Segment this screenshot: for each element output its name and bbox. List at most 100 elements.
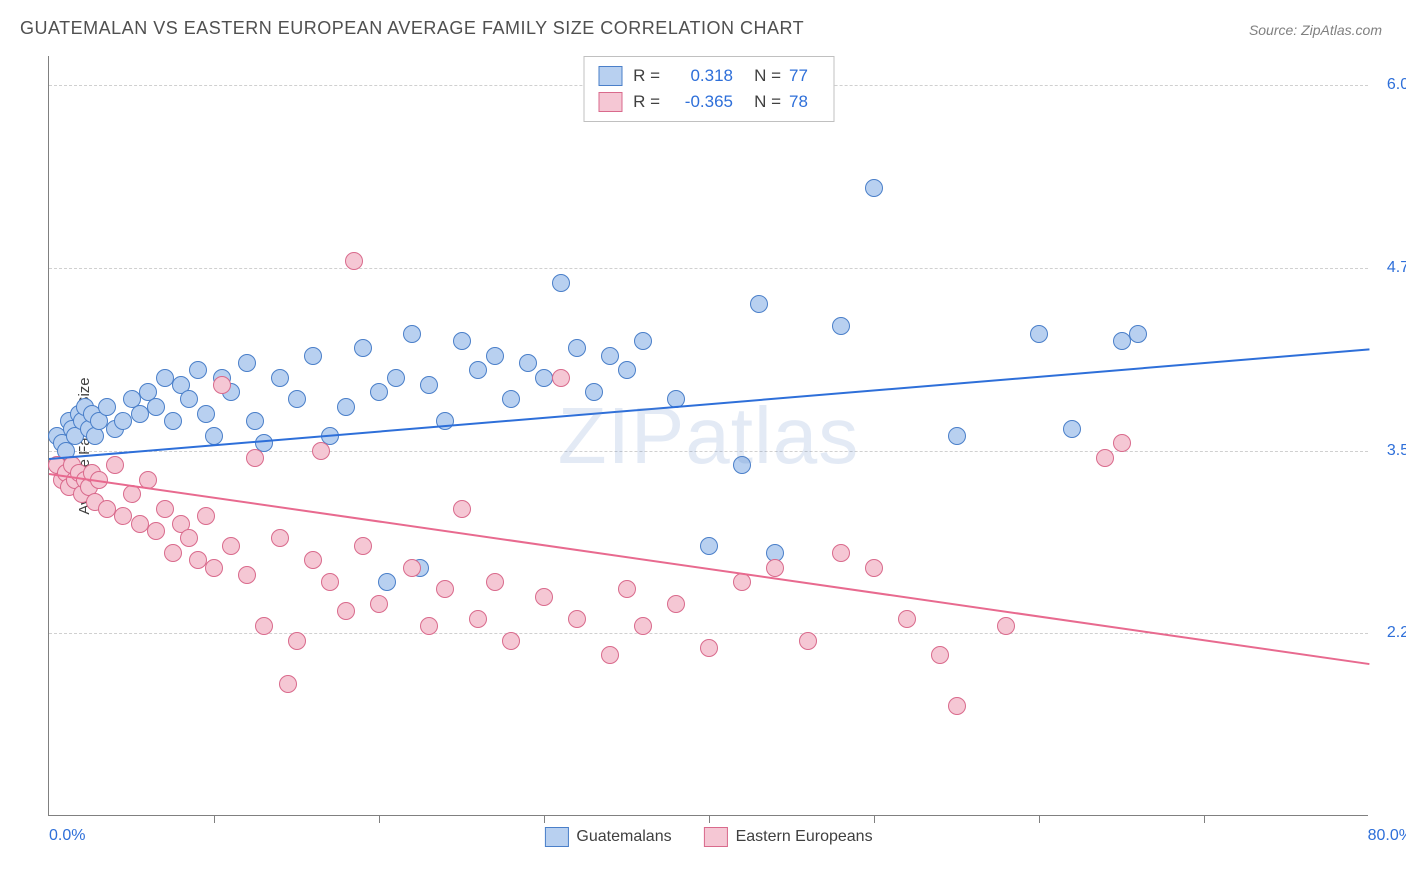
- data-point: [585, 383, 603, 401]
- data-point: [403, 559, 421, 577]
- data-point: [535, 369, 553, 387]
- data-point: [601, 646, 619, 664]
- data-point: [197, 507, 215, 525]
- data-point: [486, 347, 504, 365]
- data-point: [387, 369, 405, 387]
- data-point: [403, 325, 421, 343]
- y-tick-label: 4.75: [1387, 259, 1406, 277]
- data-point: [354, 339, 372, 357]
- data-point: [568, 610, 586, 628]
- n-value: 77: [789, 63, 819, 89]
- data-point: [1096, 449, 1114, 467]
- data-point: [271, 369, 289, 387]
- data-point: [106, 456, 124, 474]
- data-point: [766, 559, 784, 577]
- x-tick: [874, 815, 875, 823]
- data-point: [997, 617, 1015, 635]
- data-point: [733, 573, 751, 591]
- data-point: [568, 339, 586, 357]
- data-point: [1113, 434, 1131, 452]
- data-point: [931, 646, 949, 664]
- data-point: [1030, 325, 1048, 343]
- data-point: [618, 580, 636, 598]
- data-point: [180, 529, 198, 547]
- data-point: [180, 390, 198, 408]
- data-point: [147, 398, 165, 416]
- data-point: [618, 361, 636, 379]
- data-point: [502, 390, 520, 408]
- data-point: [205, 559, 223, 577]
- data-point: [700, 639, 718, 657]
- data-point: [832, 544, 850, 562]
- data-point: [222, 537, 240, 555]
- data-point: [436, 580, 454, 598]
- data-point: [156, 369, 174, 387]
- data-point: [246, 449, 264, 467]
- y-tick-label: 6.00: [1387, 76, 1406, 94]
- data-point: [345, 252, 363, 270]
- data-point: [865, 179, 883, 197]
- data-point: [552, 274, 570, 292]
- legend-row: R = 0.318 N = 77: [598, 63, 819, 89]
- data-point: [634, 332, 652, 350]
- data-point: [114, 412, 132, 430]
- data-point: [436, 412, 454, 430]
- x-tick: [214, 815, 215, 823]
- data-point: [799, 632, 817, 650]
- data-point: [354, 537, 372, 555]
- data-point: [948, 427, 966, 445]
- data-point: [420, 617, 438, 635]
- data-point: [205, 427, 223, 445]
- data-point: [750, 295, 768, 313]
- n-value: 78: [789, 89, 819, 115]
- data-point: [370, 595, 388, 613]
- data-point: [98, 500, 116, 518]
- x-tick: [544, 815, 545, 823]
- legend-swatch-icon: [544, 827, 568, 847]
- data-point: [197, 405, 215, 423]
- x-tick: [709, 815, 710, 823]
- data-point: [213, 376, 231, 394]
- legend-swatch-icon: [598, 66, 622, 86]
- legend-swatch-icon: [704, 827, 728, 847]
- data-point: [114, 507, 132, 525]
- data-point: [453, 332, 471, 350]
- data-point: [502, 632, 520, 650]
- data-point: [189, 361, 207, 379]
- data-point: [535, 588, 553, 606]
- data-point: [700, 537, 718, 555]
- data-point: [1113, 332, 1131, 350]
- data-point: [898, 610, 916, 628]
- x-max-label: 80.0%: [1368, 827, 1406, 845]
- data-point: [667, 595, 685, 613]
- data-point: [123, 485, 141, 503]
- r-label: R =: [630, 89, 660, 115]
- data-point: [98, 398, 116, 416]
- data-point: [1063, 420, 1081, 438]
- data-point: [164, 412, 182, 430]
- legend-item: Guatemalans: [544, 827, 671, 847]
- data-point: [279, 675, 297, 693]
- data-point: [865, 559, 883, 577]
- data-point: [238, 566, 256, 584]
- legend-row: R = -0.365 N = 78: [598, 89, 819, 115]
- chart-title: GUATEMALAN VS EASTERN EUROPEAN AVERAGE F…: [20, 18, 804, 39]
- data-point: [337, 398, 355, 416]
- data-point: [948, 697, 966, 715]
- x-tick: [379, 815, 380, 823]
- data-point: [271, 529, 289, 547]
- data-point: [370, 383, 388, 401]
- chart-container: GUATEMALAN VS EASTERN EUROPEAN AVERAGE F…: [0, 0, 1406, 892]
- source-label: Source: ZipAtlas.com: [1249, 22, 1382, 38]
- data-point: [189, 551, 207, 569]
- y-tick-label: 2.25: [1387, 624, 1406, 642]
- data-point: [246, 412, 264, 430]
- x-tick: [1204, 815, 1205, 823]
- plot-area: ZIPatlas R = 0.318 N = 77 R = -0.365 N =…: [48, 56, 1368, 816]
- legend-label: Eastern Europeans: [736, 828, 873, 846]
- data-point: [164, 544, 182, 562]
- y-tick-label: 3.50: [1387, 442, 1406, 460]
- legend-series: Guatemalans Eastern Europeans: [544, 827, 872, 847]
- data-point: [238, 354, 256, 372]
- r-value: 0.318: [668, 63, 733, 89]
